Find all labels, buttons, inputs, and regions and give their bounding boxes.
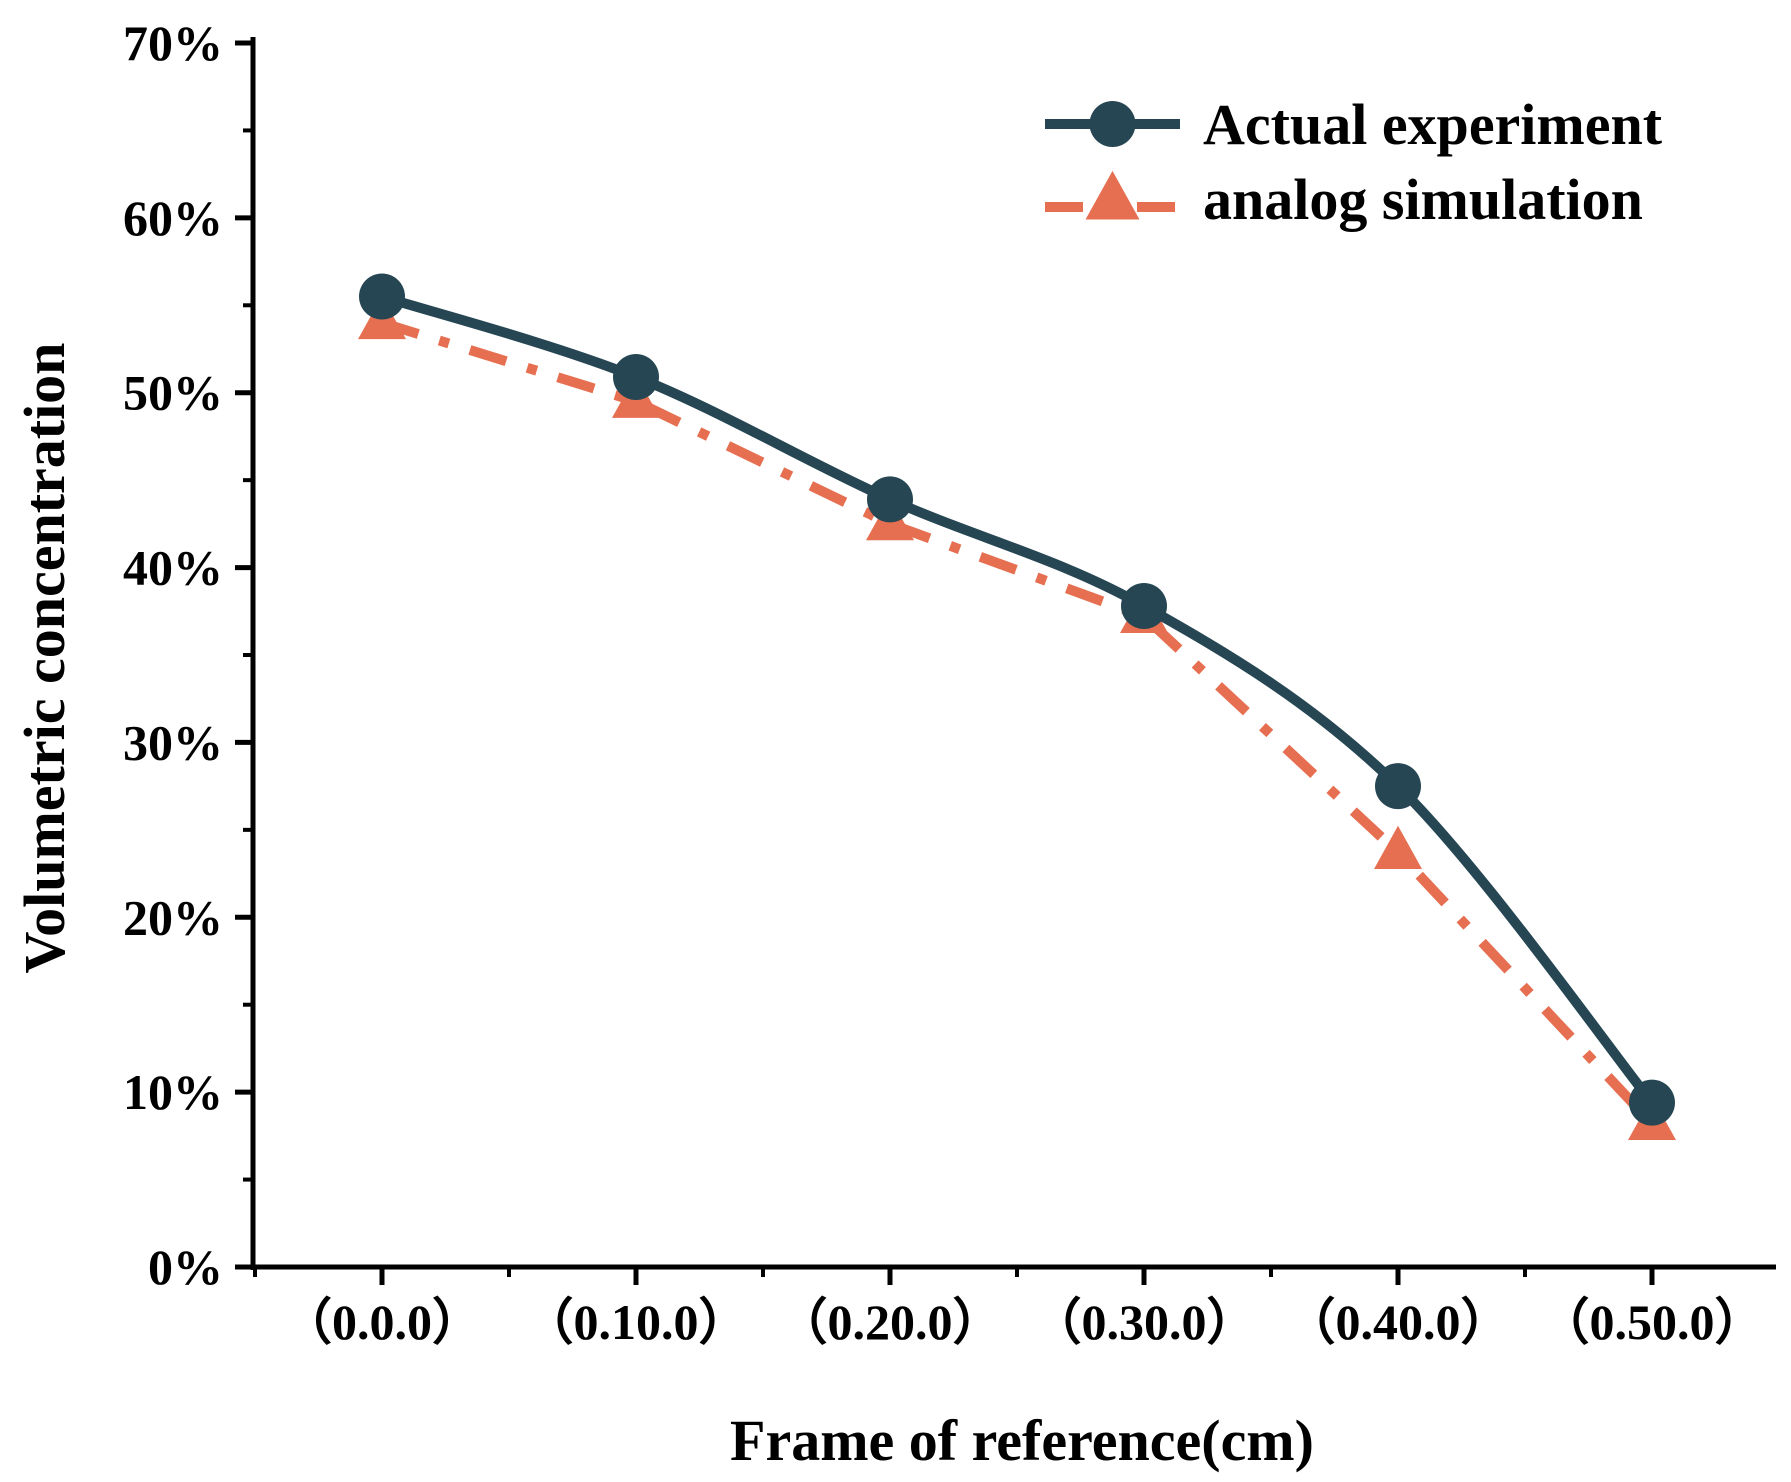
x-tick-label: （0.20.0） — [778, 1294, 1003, 1350]
actual-experiment-point — [359, 273, 405, 320]
y-tick-label: 20% — [123, 889, 223, 945]
y-tick-label: 60% — [123, 190, 223, 246]
x-tick-label: （0.30.0） — [1032, 1294, 1257, 1350]
legend-actual-marker — [1089, 101, 1136, 147]
y-tick-label: 10% — [123, 1064, 223, 1120]
legend-simulation-label: analog simulation — [1203, 167, 1643, 232]
actual-experiment-point — [1375, 763, 1421, 810]
analog-simulation-line — [380, 317, 1656, 1128]
y-tick-label: 70% — [123, 15, 223, 71]
tick-labels: 0% 10% 20% 30% 40% 50% 60% 70% （0.0.0） （0.10.0） （0… — [123, 15, 1765, 1350]
x-tick-label: （0.50.0） — [1540, 1294, 1765, 1350]
y-tick-label: 40% — [123, 540, 223, 596]
actual-experiment-point — [613, 353, 659, 400]
actual-experiment-point — [1121, 583, 1167, 630]
x-tick-label: （0.0.0） — [282, 1294, 482, 1350]
legend-actual-label: Actual experiment — [1203, 92, 1663, 157]
y-tick-label: 0% — [148, 1239, 223, 1295]
y-tick-label: 50% — [123, 365, 223, 421]
x-tick-label: （0.10.0） — [524, 1294, 749, 1350]
analog-simulation-point — [1374, 825, 1422, 870]
legend-simulation-marker — [1085, 170, 1140, 220]
y-tick-label: 30% — [123, 714, 223, 770]
legend: Actual experiment analog simulation — [1045, 92, 1663, 232]
axes — [235, 37, 1776, 1285]
x-axis-title: Frame of reference(cm) — [730, 1408, 1314, 1473]
actual-experiment-line — [377, 291, 1657, 1108]
actual-experiment-point — [1629, 1079, 1675, 1126]
y-axis-title: Volumetric concentration — [12, 343, 77, 974]
actual-experiment-point — [867, 476, 913, 523]
series-layer — [358, 273, 1676, 1141]
x-tick-label: （0.40.0） — [1286, 1294, 1511, 1350]
